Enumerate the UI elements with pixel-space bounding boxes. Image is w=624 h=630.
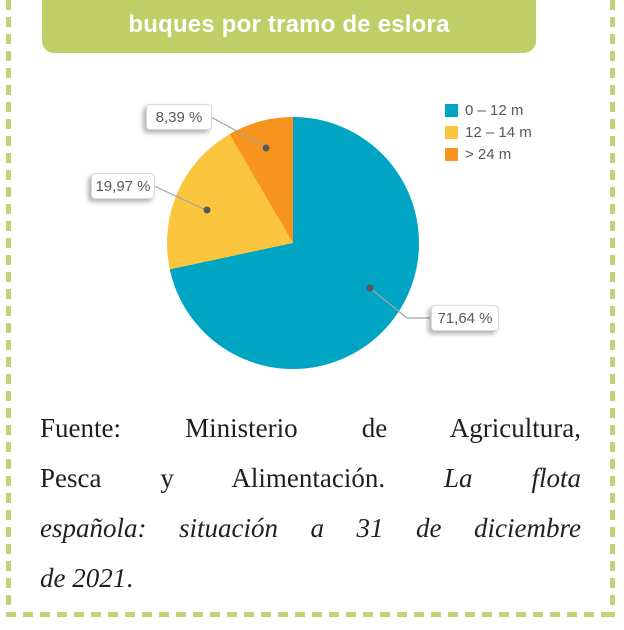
source-line: Pesca y Alimentación. La flota (40, 453, 581, 503)
dashed-border-right (610, 0, 615, 617)
legend-label: > 24 m (465, 146, 512, 163)
pie-value-label-orange: 8,39 % (146, 104, 212, 130)
legend-item: 12 – 14 m (445, 124, 532, 141)
legend-item: 0 – 12 m (445, 102, 532, 119)
dashed-border-bottom (6, 612, 615, 617)
source-line: española: situación a 31 de diciembre (40, 503, 581, 553)
pie-value-label-teal: 71,64 % (431, 305, 499, 331)
legend-label: 12 – 14 m (465, 124, 532, 141)
source-text-italic: española: situación a 31 de diciembre (40, 513, 581, 543)
legend-item: > 24 m (445, 146, 532, 163)
legend-swatch-icon (445, 126, 458, 139)
legend-swatch-icon (445, 104, 458, 117)
source-text: . (126, 563, 133, 593)
source-line: de 2021. (40, 553, 581, 603)
legend-swatch-icon (445, 148, 458, 161)
source-line: Fuente: Ministerio de Agricultura, (40, 403, 581, 453)
value-text: 8,39 % (155, 108, 203, 126)
pie-chart (167, 117, 419, 369)
legend-label: 0 – 12 m (465, 102, 524, 119)
chart-title-banner: buques por tramo de eslora (42, 0, 536, 53)
value-text: 19,97 % (95, 177, 151, 195)
pie-value-label-yellow: 19,97 % (91, 173, 155, 199)
source-citation: Fuente: Ministerio de Agricultura, Pesca… (40, 403, 581, 603)
source-text: Pesca y Alimentación. (40, 463, 386, 493)
source-text-italic: de 2021 (40, 563, 127, 593)
value-text: 71,64 % (437, 309, 493, 327)
dashed-border-left (6, 0, 11, 617)
source-text-italic: La flota (444, 463, 581, 493)
chart-legend: 0 – 12 m 12 – 14 m > 24 m (445, 102, 532, 169)
chart-title: buques por tramo de eslora (128, 10, 450, 38)
source-text: Fuente: Ministerio de Agricultura, (40, 413, 581, 443)
